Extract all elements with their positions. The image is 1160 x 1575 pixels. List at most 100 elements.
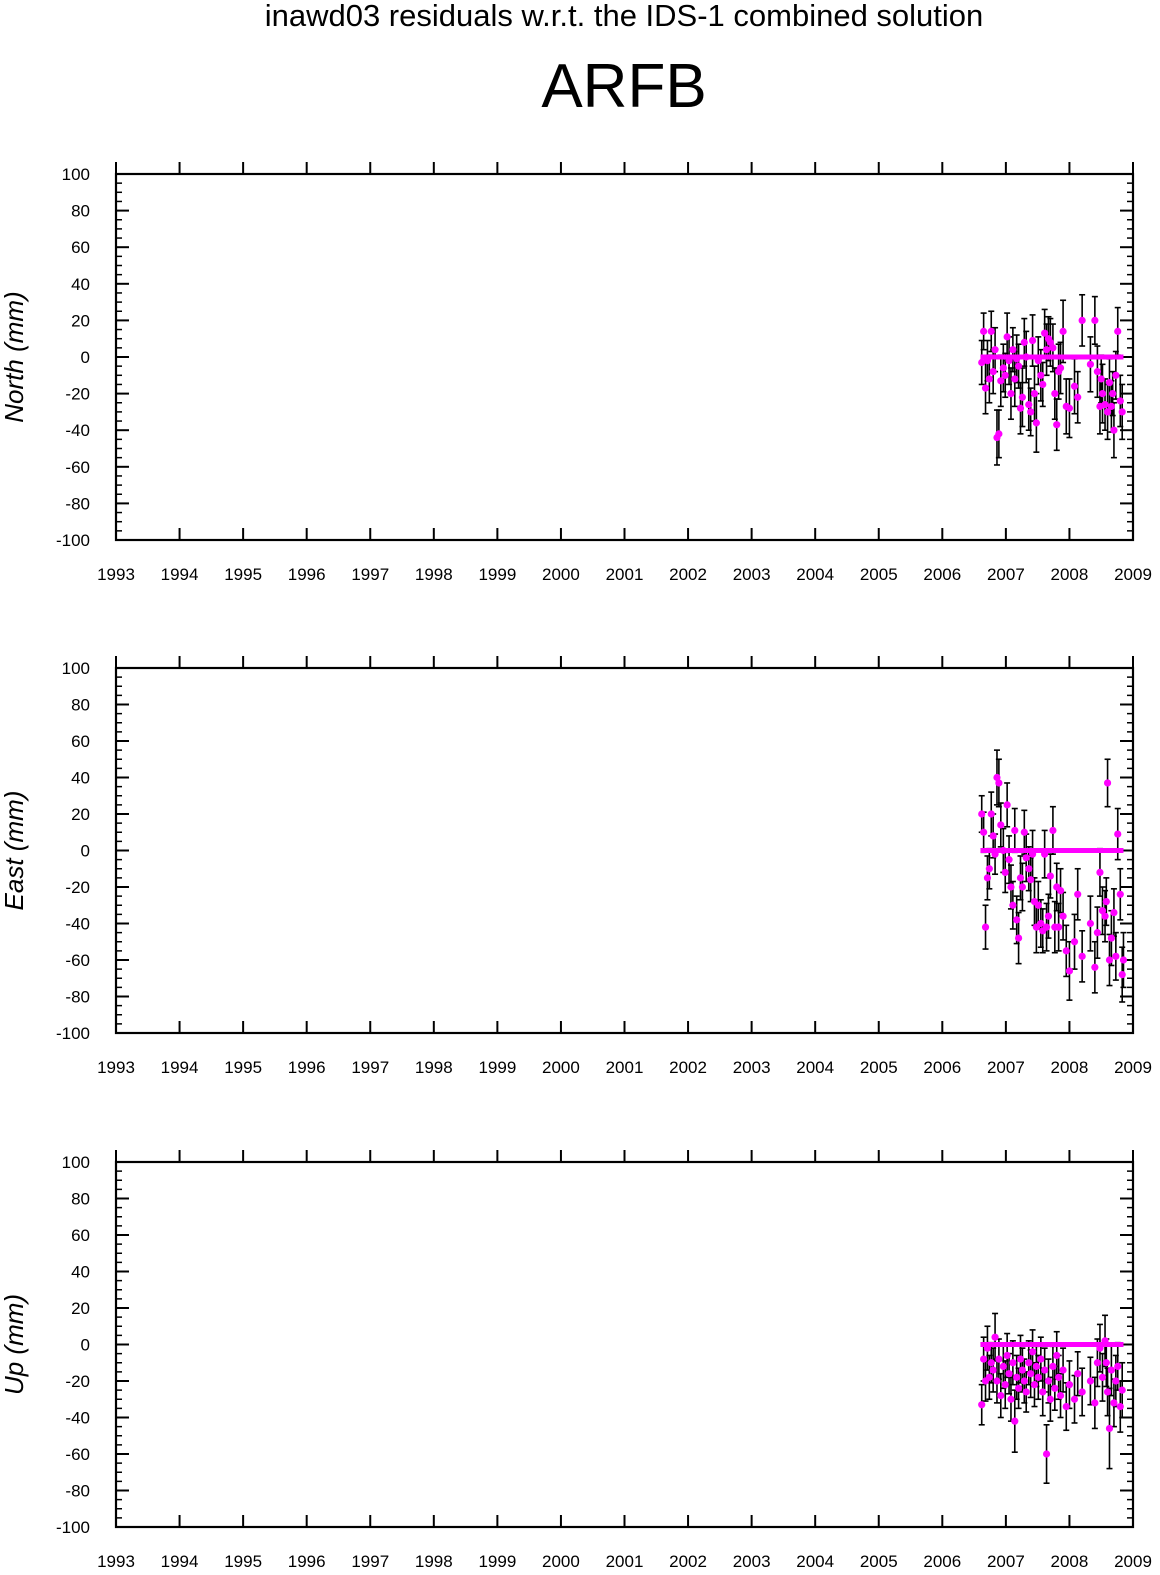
north-data-point: [1051, 390, 1059, 398]
east-x-tick-label: 2008: [1051, 1058, 1089, 1077]
east-data-point: [1037, 919, 1045, 928]
north-data-point: [1065, 404, 1074, 412]
east-y-tick-label: 0: [81, 842, 90, 861]
east-data-point: [991, 850, 999, 858]
north-data-point: [1086, 360, 1095, 368]
up-data-point: [1025, 1359, 1033, 1367]
north-data-point: [1101, 400, 1109, 409]
up-data-point: [1091, 1399, 1099, 1407]
up-data-point: [1014, 1384, 1023, 1392]
east-x-tick-label: 2005: [860, 1058, 898, 1077]
north-data-point: [1041, 329, 1049, 337]
up-data-point: [1110, 1399, 1118, 1407]
north-data-point: [1091, 316, 1099, 324]
north-data-point: [997, 377, 1005, 385]
north-data-point: [1032, 419, 1040, 427]
east-data-point: [983, 874, 992, 882]
east-data-point: [1028, 850, 1037, 858]
east-x-tick-label: 1998: [415, 1058, 453, 1077]
up-x-tick-label: 2006: [923, 1552, 961, 1571]
north-data-point: [989, 368, 997, 376]
up-data-point: [1022, 1388, 1030, 1396]
up-data-point: [1049, 1362, 1057, 1370]
east-data-point: [1007, 883, 1015, 891]
up-x-tick-label: 2002: [669, 1552, 707, 1571]
up-data-point: [980, 1355, 988, 1363]
up-data-point: [1046, 1395, 1054, 1403]
north-data-point: [1028, 336, 1037, 345]
east-data-point: [1086, 919, 1095, 928]
north-y-tick-label: -40: [65, 421, 90, 440]
east-x-tick-label: 2004: [796, 1058, 834, 1077]
north-y-tick-label: 80: [71, 202, 90, 221]
up-data-point: [999, 1362, 1007, 1370]
east-data-point: [1011, 826, 1019, 835]
north-data-point: [1110, 426, 1118, 434]
east-data-point: [985, 865, 993, 873]
north-data-point: [1107, 402, 1115, 411]
east-data-point: [1016, 874, 1025, 882]
east-data-point: [1098, 907, 1107, 915]
east-data-point: [1003, 801, 1011, 809]
up-x-tick-label: 2008: [1051, 1552, 1089, 1571]
north-y-tick-label: 0: [81, 348, 90, 367]
north-y-tick-label: 60: [71, 238, 90, 257]
east-x-tick-label: 2000: [542, 1058, 580, 1077]
north-data-point: [1105, 379, 1114, 387]
north-x-tick-label: 2000: [542, 565, 580, 584]
north-data-point: [1118, 408, 1126, 416]
north-data-point: [1049, 344, 1057, 352]
north-data-point: [1042, 346, 1051, 354]
north-y-tick-label: 40: [71, 275, 90, 294]
east-data-point: [1078, 952, 1086, 960]
north-data-point: [1098, 390, 1107, 398]
up-data-point: [985, 1373, 993, 1381]
east-data-point: [1112, 952, 1120, 960]
up-data-point: [1016, 1355, 1025, 1363]
north-data-point: [1103, 408, 1112, 416]
up-data-point: [1034, 1373, 1042, 1381]
east-data-point: [1093, 929, 1102, 937]
up-data-point: [991, 1333, 999, 1341]
east-data-point: [1055, 923, 1063, 931]
east-data-point: [1018, 883, 1027, 891]
east-data-point: [1070, 938, 1079, 946]
up-panel: 1993 1994 1995 1996 1997 1998 1999 2000 2001 2002…: [0, 1150, 1152, 1571]
up-y-tick-label: 100: [62, 1153, 90, 1172]
up-data-point: [1062, 1402, 1070, 1411]
up-data-point: [989, 1366, 997, 1374]
up-y-tick-label: -20: [65, 1372, 90, 1391]
north-data-point: [1116, 397, 1124, 405]
up-x-tick-label: 2000: [542, 1552, 580, 1571]
east-y-tick-label: -80: [65, 988, 90, 1007]
up-data-point: [1086, 1377, 1095, 1385]
up-data-point: [997, 1392, 1005, 1400]
east-data-point: [1046, 872, 1054, 880]
east-y-tick-label: -40: [65, 915, 90, 934]
east-data-point: [1116, 890, 1124, 898]
east-data-point: [995, 779, 1003, 787]
up-data-point: [1053, 1351, 1061, 1360]
north-x-tick-label: 2006: [923, 565, 961, 584]
up-x-tick-label: 1998: [415, 1552, 453, 1571]
north-data-point: [1025, 400, 1033, 409]
east-x-tick-label: 2002: [669, 1058, 707, 1077]
up-x-tick-label: 1996: [288, 1552, 326, 1571]
east-y-tick-label: 100: [62, 659, 90, 678]
east-data-point: [989, 832, 997, 840]
east-data-point: [1034, 901, 1042, 909]
north-data-point: [1097, 375, 1105, 383]
east-data-point: [1027, 876, 1035, 884]
up-data-point: [1032, 1362, 1040, 1370]
up-x-tick-label: 1994: [161, 1552, 199, 1571]
up-x-tick-label: 1997: [351, 1552, 389, 1571]
up-data-point: [1056, 1392, 1065, 1400]
north-data-point: [1056, 364, 1065, 372]
north-data-point: [1011, 375, 1019, 383]
east-x-tick-label: 2001: [606, 1058, 644, 1077]
east-data-point: [999, 846, 1007, 855]
east-data-point: [978, 810, 986, 818]
north-data-point: [999, 364, 1007, 372]
up-data-point: [1116, 1402, 1124, 1411]
